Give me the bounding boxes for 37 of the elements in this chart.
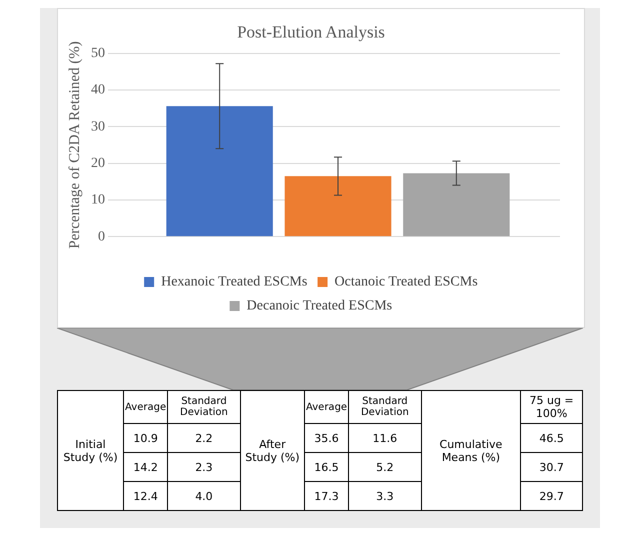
- legend-label: Octanoic Treated ESCMs: [334, 274, 478, 290]
- text: 75 ug = 100%: [520, 390, 582, 424]
- y-tick-label: 20: [91, 156, 105, 171]
- chart-title: Post-Elution Analysis: [237, 22, 385, 42]
- text: 2.3: [168, 452, 240, 482]
- legend-label: Decanoic Treated ESCMs: [246, 298, 392, 314]
- y-tick-label: 0: [98, 229, 105, 244]
- text: 17.3: [304, 482, 349, 510]
- text: 14.2: [124, 452, 168, 482]
- legend-label: Hexanoic Treated ESCMs: [161, 274, 308, 290]
- text: Average: [304, 390, 349, 424]
- text: Cumulative Means (%): [421, 390, 521, 510]
- y-axis-title: Percentage of C2DA Retained (%): [66, 41, 83, 249]
- bar: [403, 173, 510, 236]
- text: 12.4: [124, 482, 168, 510]
- bar: [166, 106, 273, 236]
- y-tick-label: 30: [91, 119, 105, 134]
- text: Initial Study (%): [58, 390, 124, 510]
- text: Standard Deviation: [168, 390, 240, 424]
- text: 11.6: [348, 424, 422, 452]
- text: 2.2: [168, 424, 240, 452]
- text: 4.0: [168, 482, 240, 510]
- y-tick-label: 10: [91, 192, 105, 208]
- bar: [284, 176, 392, 236]
- y-tick-label: 40: [91, 82, 105, 98]
- text: 10.9: [124, 424, 168, 452]
- y-tick-label: 50: [91, 46, 105, 62]
- text: 5.2: [348, 452, 422, 482]
- text: 3.3: [348, 482, 422, 510]
- text: 35.6: [304, 424, 349, 452]
- text: Standard Deviation: [348, 390, 422, 424]
- text: After Study (%): [240, 390, 304, 510]
- text: Average: [124, 390, 168, 424]
- text: 30.7: [520, 452, 582, 482]
- text: 29.7: [520, 482, 582, 510]
- text: 46.5: [520, 424, 582, 452]
- text: 16.5: [304, 452, 349, 482]
